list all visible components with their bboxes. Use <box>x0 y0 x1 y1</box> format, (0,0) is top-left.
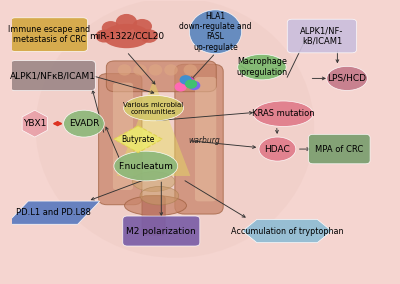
FancyBboxPatch shape <box>175 64 223 214</box>
Ellipse shape <box>118 64 131 76</box>
Polygon shape <box>242 220 332 243</box>
Ellipse shape <box>132 19 152 34</box>
Ellipse shape <box>238 55 286 80</box>
Text: ALPK1/NFκB/ICAM1: ALPK1/NFκB/ICAM1 <box>10 71 96 80</box>
FancyBboxPatch shape <box>99 74 142 205</box>
FancyBboxPatch shape <box>113 83 133 190</box>
Ellipse shape <box>253 101 313 126</box>
Text: M2 polarization: M2 polarization <box>126 227 196 235</box>
FancyBboxPatch shape <box>308 134 370 164</box>
Text: warburg: warburg <box>188 136 220 145</box>
Circle shape <box>180 76 191 84</box>
Text: HDAC: HDAC <box>264 145 290 154</box>
Text: LPS/HCD: LPS/HCD <box>328 74 366 83</box>
Polygon shape <box>114 126 162 153</box>
Ellipse shape <box>184 64 197 76</box>
Text: YBX1: YBX1 <box>23 119 46 128</box>
Polygon shape <box>117 80 190 176</box>
Ellipse shape <box>96 30 112 43</box>
Ellipse shape <box>133 64 147 76</box>
Ellipse shape <box>36 0 314 258</box>
Ellipse shape <box>116 14 137 31</box>
Text: Accumulation of tryptophan: Accumulation of tryptophan <box>231 227 343 235</box>
Ellipse shape <box>140 187 179 205</box>
FancyBboxPatch shape <box>123 216 200 246</box>
Circle shape <box>186 80 196 88</box>
Text: miR-1322/CCL20: miR-1322/CCL20 <box>89 32 164 41</box>
Ellipse shape <box>124 196 186 216</box>
Polygon shape <box>22 110 47 137</box>
FancyBboxPatch shape <box>10 60 95 91</box>
Ellipse shape <box>114 151 178 181</box>
Text: EVADR: EVADR <box>69 119 99 128</box>
Text: HLA1
down-regulate and
FASL
up-regulate: HLA1 down-regulate and FASL up-regulate <box>179 12 252 52</box>
Ellipse shape <box>64 110 104 137</box>
Text: MPA of CRC: MPA of CRC <box>315 145 364 154</box>
Text: Macrophage
upregulation: Macrophage upregulation <box>236 57 288 77</box>
Ellipse shape <box>140 29 158 43</box>
Circle shape <box>189 82 200 89</box>
Text: F.nucleatum: F.nucleatum <box>118 162 173 170</box>
Ellipse shape <box>132 172 175 191</box>
Text: PD.L1 and PD.L88: PD.L1 and PD.L88 <box>16 208 90 217</box>
FancyBboxPatch shape <box>287 19 356 53</box>
Text: ALPK1/NF-
kB/ICAM1: ALPK1/NF- kB/ICAM1 <box>300 26 344 46</box>
FancyBboxPatch shape <box>195 77 216 201</box>
Ellipse shape <box>189 10 242 54</box>
Text: Immune escape and
metastasis of CRC: Immune escape and metastasis of CRC <box>8 25 90 44</box>
Text: Butyrate: Butyrate <box>121 135 155 144</box>
Circle shape <box>175 83 186 91</box>
Text: Various microbial
communities: Various microbial communities <box>124 102 184 114</box>
Ellipse shape <box>103 24 150 48</box>
Ellipse shape <box>124 95 184 121</box>
FancyBboxPatch shape <box>142 196 165 235</box>
Ellipse shape <box>164 64 178 76</box>
FancyBboxPatch shape <box>10 18 88 51</box>
FancyBboxPatch shape <box>106 61 216 92</box>
Text: KRAS mutation: KRAS mutation <box>252 109 314 118</box>
Ellipse shape <box>327 66 367 90</box>
Ellipse shape <box>259 137 296 161</box>
Circle shape <box>183 77 194 85</box>
Ellipse shape <box>149 64 162 76</box>
Ellipse shape <box>102 21 120 35</box>
Polygon shape <box>6 201 100 224</box>
